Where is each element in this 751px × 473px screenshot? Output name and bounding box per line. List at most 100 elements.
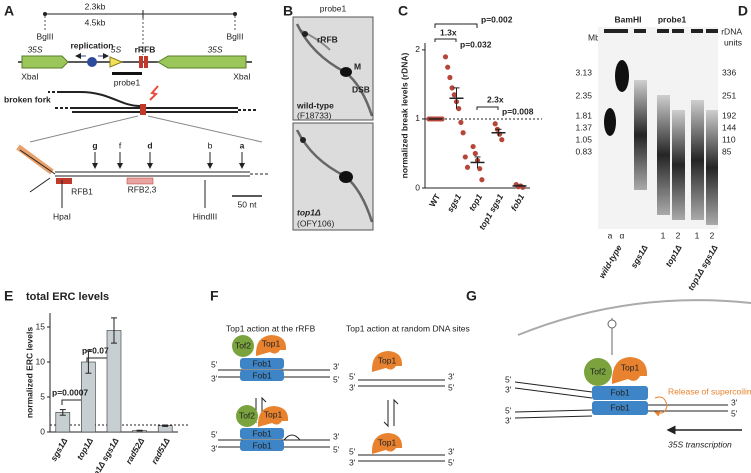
y-axis-label: normalized ERC levels bbox=[24, 327, 34, 418]
end-label: 5' bbox=[211, 429, 218, 439]
protein-label: Fob1 bbox=[252, 428, 272, 438]
data-point bbox=[442, 54, 449, 60]
data-point bbox=[492, 121, 498, 127]
copy-unit: rDNA bbox=[721, 26, 742, 36]
y-tick-label: 5 bbox=[40, 391, 45, 401]
protein-label: Fob1 bbox=[610, 387, 630, 397]
panel-g: Fob1 Fob1 Tof2 Top1 Release of supercoil… bbox=[505, 299, 751, 449]
lane-label: 2 bbox=[676, 230, 681, 240]
copy-label: 336 bbox=[722, 67, 736, 77]
protein-label: Fob1 bbox=[610, 402, 630, 412]
y-tick-label: 1 bbox=[415, 113, 420, 123]
site-letter: g bbox=[92, 140, 97, 150]
strain-label: top1Δ sgs1Δ bbox=[686, 243, 720, 292]
site-label: BglII bbox=[226, 31, 243, 41]
strain-id: (F18733) bbox=[297, 110, 332, 120]
probe-label: probe1 bbox=[114, 77, 141, 87]
data-point bbox=[479, 177, 485, 183]
data-point bbox=[477, 166, 483, 172]
probe-label: probe1 bbox=[320, 3, 347, 13]
strain-label: sgs1Δ bbox=[628, 243, 649, 270]
x-tick-label: rad52Δ bbox=[123, 436, 146, 466]
annotation: p=0.0007 bbox=[52, 387, 88, 397]
copy-label: 110 bbox=[722, 134, 736, 144]
x-tick-label: top1 bbox=[467, 192, 485, 213]
x-tick-label: sgs1 bbox=[445, 192, 463, 214]
strain-label: wild-type bbox=[597, 243, 624, 280]
panel-label: D bbox=[738, 3, 748, 19]
site-letter: b bbox=[208, 140, 213, 150]
protein-label: Fob1 bbox=[252, 440, 272, 450]
random-model: Top1 5' 3' 3' 5' Top1 5' 3' 3' 5' bbox=[349, 351, 455, 467]
strain-label: top1Δ bbox=[663, 243, 684, 269]
lane-label: 1 bbox=[661, 230, 666, 240]
lane-label: 1 bbox=[695, 230, 700, 240]
lane-label: a bbox=[608, 230, 613, 240]
gene-label: 35S bbox=[207, 44, 222, 54]
panel-d: Mb BamHI probe1 rDNA units bbox=[588, 14, 742, 229]
end-label: 5' bbox=[333, 444, 340, 454]
rfb-label: RFB2,3 bbox=[128, 184, 157, 194]
size-label: 1.05 bbox=[575, 134, 592, 144]
data-point bbox=[449, 85, 455, 91]
end-label: 5' bbox=[211, 359, 218, 369]
gel-feature: rRFB bbox=[317, 34, 338, 44]
site-label: HpaI bbox=[53, 211, 71, 221]
copy-unit: units bbox=[724, 37, 742, 47]
site-letter: d bbox=[147, 140, 152, 150]
data-point bbox=[451, 92, 457, 98]
gel-feature: DSB bbox=[352, 84, 370, 94]
y-axis-label: normalized break levels (rDNA) bbox=[399, 53, 409, 179]
panel-f: Top1 action at the rRFB Top1 action at r… bbox=[211, 323, 470, 467]
y-tick-label: 15 bbox=[36, 321, 46, 331]
end-label: 3' bbox=[448, 371, 455, 381]
annotation: 1.3x bbox=[440, 27, 457, 37]
site-letter: a bbox=[240, 140, 245, 150]
end-label: 5' bbox=[448, 457, 455, 467]
site-label: HindIII bbox=[193, 211, 218, 221]
protein-label: Tof2 bbox=[239, 410, 255, 420]
end-label: 5' bbox=[349, 446, 356, 456]
broken-fork-label: broken fork bbox=[4, 94, 51, 104]
copy-label: 144 bbox=[722, 122, 736, 132]
annotation: p=0.07 bbox=[82, 345, 109, 355]
gel-feature: M bbox=[354, 61, 361, 71]
protein-label: Top1 bbox=[262, 338, 281, 348]
x-tick-label: fob1 bbox=[509, 192, 527, 213]
annotation: p=0.008 bbox=[502, 106, 534, 116]
x-tick-label: rad51Δ bbox=[149, 436, 172, 466]
data-point bbox=[470, 143, 476, 150]
end-label: 5' bbox=[349, 371, 356, 381]
end-label: 5' bbox=[731, 408, 738, 418]
protein-label: Tof2 bbox=[590, 366, 606, 376]
release-label: Release of supercoiling bbox=[668, 386, 751, 396]
panel-label: F bbox=[210, 288, 219, 304]
annotation: 2.3x bbox=[487, 94, 504, 104]
y-tick-label: 0 bbox=[415, 182, 420, 192]
copy-label: 251 bbox=[722, 90, 736, 100]
rfb-label: RFB1 bbox=[71, 186, 93, 196]
copy-label: 85 bbox=[722, 146, 732, 156]
size-label: 3.13 bbox=[575, 67, 592, 77]
size-unit: Mb bbox=[588, 32, 600, 42]
y-tick-label: 2 bbox=[415, 44, 420, 54]
annotation: p=0.032 bbox=[460, 39, 492, 49]
probe-label: probe1 bbox=[658, 14, 687, 24]
protein-label: Top1 bbox=[378, 355, 397, 365]
x-tick-label: sgs1Δ bbox=[48, 436, 69, 463]
end-label: 5' bbox=[505, 405, 512, 415]
end-label: 5' bbox=[448, 382, 455, 392]
gene-label: 5S bbox=[111, 44, 122, 54]
size-label: 1.37 bbox=[575, 122, 592, 132]
x-tick-label: WT bbox=[427, 191, 443, 208]
end-label: 3' bbox=[349, 457, 356, 467]
lane-label: 2 bbox=[710, 230, 715, 240]
end-label: 3' bbox=[505, 415, 512, 425]
panel-b: probe1 rRFB M DSB wild-type (F18733) top… bbox=[292, 3, 374, 231]
panel-label: A bbox=[4, 3, 14, 19]
data-point bbox=[458, 119, 464, 126]
end-label: 3' bbox=[505, 384, 512, 394]
protein-label: Tof2 bbox=[235, 340, 251, 350]
scale-label: 4.5kb bbox=[85, 17, 106, 27]
end-label: 3' bbox=[211, 373, 218, 383]
